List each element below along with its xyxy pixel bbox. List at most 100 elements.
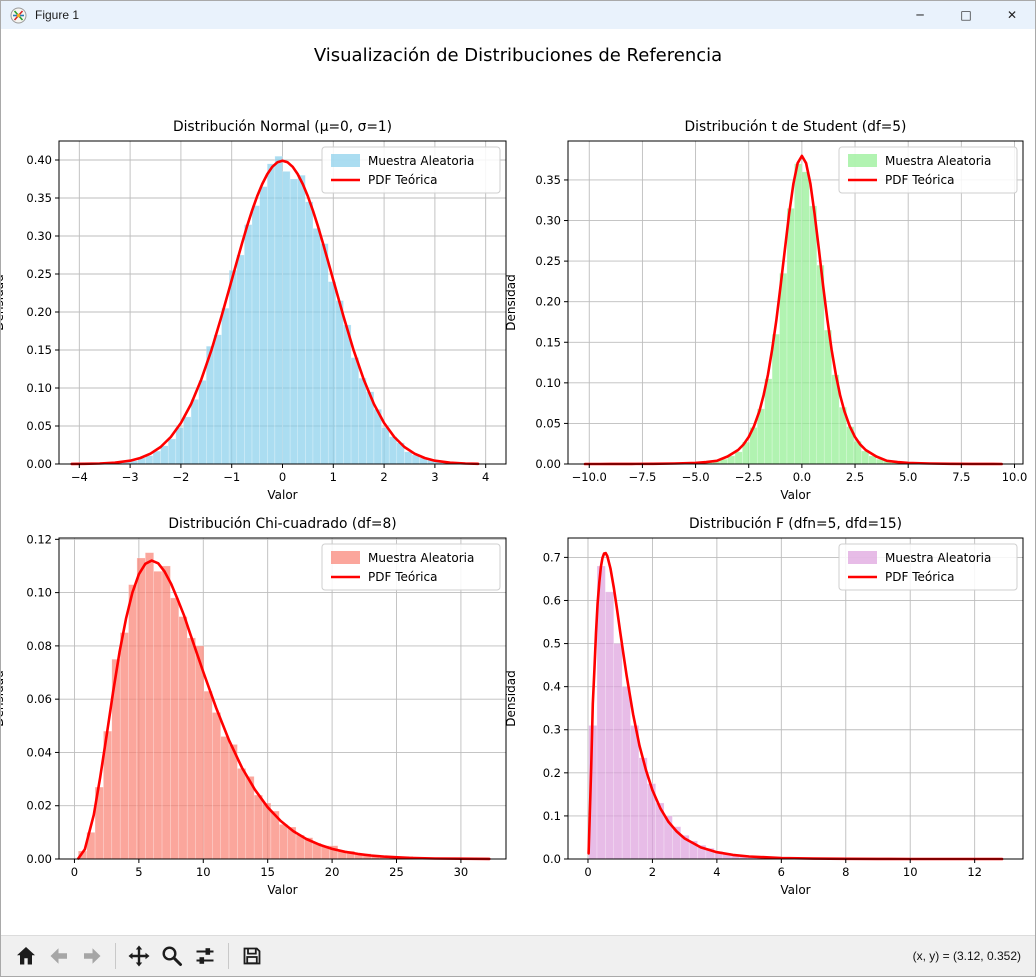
svg-text:0.10: 0.10 (26, 381, 52, 395)
svg-text:0.25: 0.25 (535, 254, 561, 268)
svg-text:Valor: Valor (780, 883, 810, 897)
svg-text:−10.0: −10.0 (572, 470, 607, 484)
svg-text:0.05: 0.05 (535, 416, 561, 430)
save-button[interactable] (237, 941, 267, 971)
configure-subplots-button[interactable] (190, 941, 220, 971)
svg-text:2: 2 (380, 470, 387, 484)
svg-text:10: 10 (196, 865, 211, 879)
subplot-normal: −4 −3 −2 −1 0 1 2 3 4 0.00 0.05 0.10 0.15 0.20 0.25 0.3… (1, 119, 507, 502)
svg-text:0.20: 0.20 (535, 295, 561, 309)
svg-text:30: 30 (454, 865, 469, 879)
toolbar-separator (228, 943, 229, 969)
svg-text:Valor: Valor (780, 488, 810, 502)
svg-text:Densidad: Densidad (504, 274, 518, 330)
zoom-button[interactable] (157, 941, 187, 971)
cursor-position-status: (x, y) = (3.12, 0.352) (912, 949, 1021, 963)
toolbar-separator (115, 943, 116, 969)
pan-icon (128, 945, 150, 967)
svg-text:0.2: 0.2 (543, 766, 561, 780)
back-icon (50, 948, 67, 964)
svg-text:0.20: 0.20 (26, 305, 52, 319)
home-icon (17, 947, 35, 965)
subplots-icon (196, 948, 214, 964)
svg-text:Valor: Valor (267, 488, 297, 502)
svg-text:0.10: 0.10 (535, 376, 561, 390)
svg-text:0.00: 0.00 (26, 852, 52, 866)
svg-text:0.00: 0.00 (535, 457, 561, 471)
svg-text:2.5: 2.5 (846, 470, 864, 484)
svg-text:10.0: 10.0 (1002, 470, 1028, 484)
forward-icon (84, 948, 101, 964)
svg-text:−4: −4 (71, 470, 88, 484)
navigation-toolbar: (x, y) = (3.12, 0.352) (1, 935, 1035, 976)
svg-text:0.40: 0.40 (26, 153, 52, 167)
svg-text:0.30: 0.30 (26, 229, 52, 243)
svg-text:Muestra Aleatoria: Muestra Aleatoria (885, 551, 991, 565)
svg-text:0.3: 0.3 (543, 723, 561, 737)
home-button[interactable] (11, 941, 41, 971)
svg-text:Distribución Normal (μ=0, σ=1): Distribución Normal (μ=0, σ=1) (173, 119, 392, 135)
svg-text:0.0: 0.0 (793, 470, 811, 484)
svg-text:0.12: 0.12 (26, 532, 52, 546)
svg-text:−2: −2 (172, 470, 189, 484)
window-title: Figure 1 (35, 8, 80, 22)
svg-text:PDF Teórica: PDF Teórica (368, 570, 437, 584)
svg-text:10: 10 (903, 865, 918, 879)
svg-text:Muestra Aleatoria: Muestra Aleatoria (885, 154, 991, 168)
svg-text:0.10: 0.10 (26, 586, 52, 600)
svg-text:4: 4 (482, 470, 489, 484)
window-controls: ─ □ ✕ (897, 1, 1035, 29)
svg-text:0.08: 0.08 (26, 639, 52, 653)
close-icon[interactable]: ✕ (1006, 8, 1018, 22)
subplot-t-student: −10.0 −7.5 −5.0 −2.5 0.0 2.5 5.0 7.5 10.0 0.00 0.0… (504, 119, 1027, 502)
svg-text:Muestra Aleatoria: Muestra Aleatoria (368, 551, 474, 565)
svg-text:12: 12 (967, 865, 982, 879)
svg-text:6: 6 (778, 865, 785, 879)
svg-text:−5.0: −5.0 (682, 470, 710, 484)
svg-text:0.05: 0.05 (26, 419, 52, 433)
svg-text:0.15: 0.15 (535, 335, 561, 349)
svg-text:25: 25 (389, 865, 404, 879)
svg-text:0.35: 0.35 (26, 191, 52, 205)
back-button[interactable] (44, 941, 74, 971)
title-bar: Figure 1 ─ □ ✕ (1, 1, 1035, 29)
svg-text:−2.5: −2.5 (735, 470, 763, 484)
svg-text:0.7: 0.7 (543, 550, 561, 564)
svg-text:0.02: 0.02 (26, 799, 52, 813)
svg-text:0: 0 (71, 865, 78, 879)
svg-text:PDF Teórica: PDF Teórica (885, 173, 954, 187)
svg-text:3: 3 (431, 470, 438, 484)
pan-button[interactable] (124, 941, 154, 971)
subplot-chi-cuadrado: 0 5 10 15 20 25 30 0.00 0.02 0.04 0.06 0.08 0.10 0.12… (1, 516, 507, 897)
svg-text:−7.5: −7.5 (628, 470, 656, 484)
svg-text:0: 0 (279, 470, 286, 484)
svg-text:0.5: 0.5 (543, 637, 561, 651)
svg-text:Densidad: Densidad (504, 670, 518, 726)
svg-text:0.35: 0.35 (535, 173, 561, 187)
svg-text:1: 1 (330, 470, 337, 484)
svg-text:Valor: Valor (267, 883, 297, 897)
svg-text:7.5: 7.5 (952, 470, 970, 484)
minimize-icon[interactable]: ─ (916, 8, 924, 22)
svg-text:15: 15 (260, 865, 275, 879)
svg-text:0.1: 0.1 (543, 809, 561, 823)
svg-text:0.25: 0.25 (26, 267, 52, 281)
svg-text:0.30: 0.30 (535, 214, 561, 228)
svg-text:Densidad: Densidad (1, 274, 6, 330)
zoom-icon (162, 946, 182, 966)
save-icon (243, 947, 261, 965)
svg-text:8: 8 (842, 865, 849, 879)
svg-text:PDF Teórica: PDF Teórica (368, 173, 437, 187)
figure-canvas[interactable]: Visualización de Distribuciones de Refer… (1, 29, 1035, 935)
figure-suptitle: Visualización de Distribuciones de Refer… (313, 45, 723, 66)
svg-text:4: 4 (713, 865, 720, 879)
svg-text:−3: −3 (122, 470, 139, 484)
svg-text:0.04: 0.04 (26, 745, 52, 759)
maximize-icon[interactable]: □ (960, 8, 972, 22)
svg-text:5.0: 5.0 (899, 470, 917, 484)
svg-text:0.00: 0.00 (26, 457, 52, 471)
forward-button[interactable] (77, 941, 107, 971)
svg-text:20: 20 (325, 865, 340, 879)
figure-plot-area: −4 −3 −2 −1 0 1 2 3 40.000.050.100.150.200.250.3… (1, 119, 1027, 897)
